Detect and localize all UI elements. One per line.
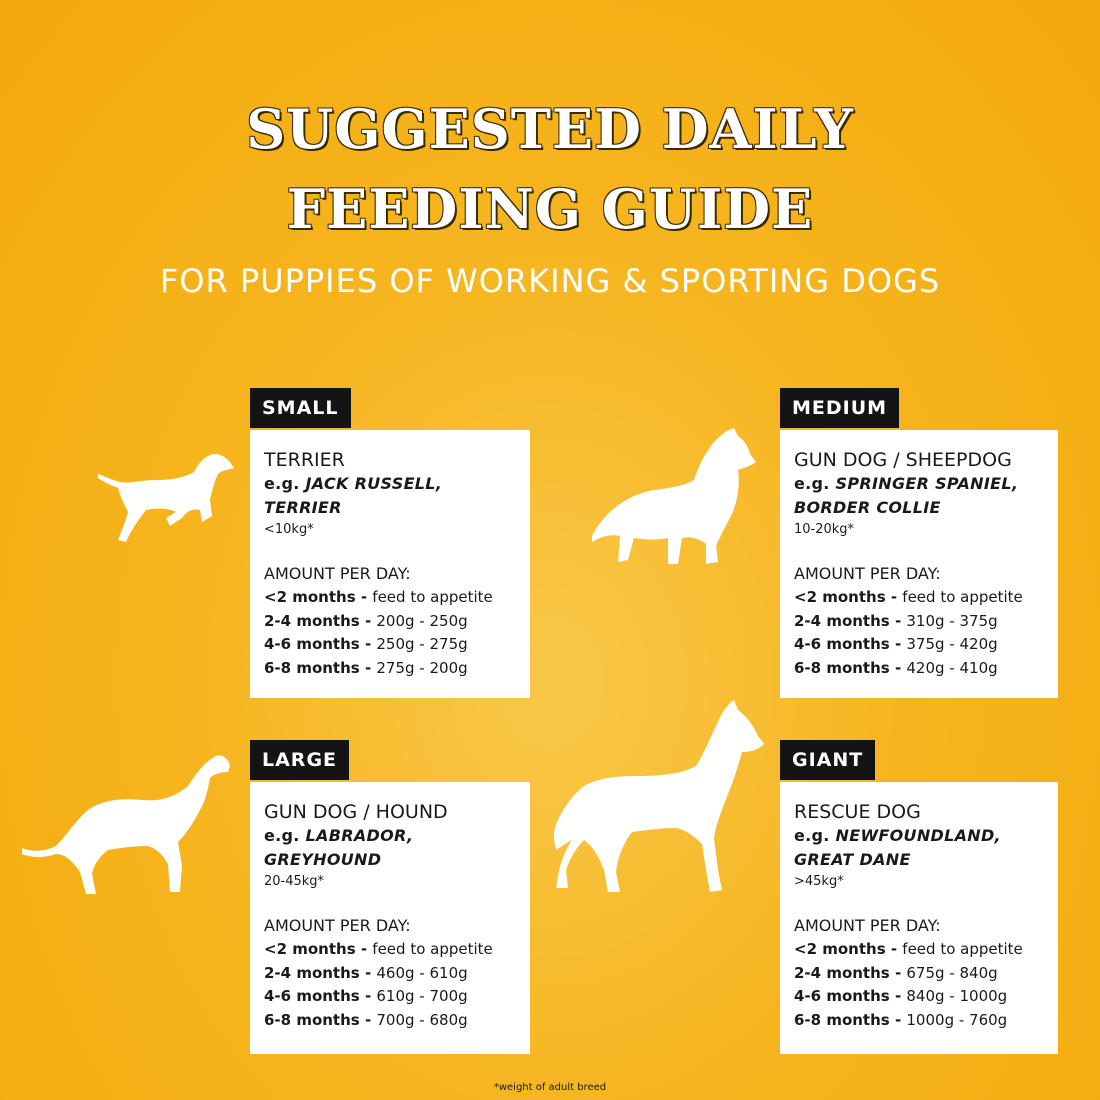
dog-type: RESCUE DOG — [794, 801, 921, 823]
feeding-row: 2-4 months - 675g - 840g — [794, 963, 998, 982]
feeding-row: 4-6 months - 250g - 275g — [264, 635, 468, 653]
example-breeds: e.g. SPRINGER SPANIEL, BORDER COLLIE — [794, 474, 1019, 517]
feeding-row: <2 months - feed to appetite — [264, 940, 493, 958]
adult-weight: 10-20kg* — [794, 522, 855, 537]
feeding-row: <2 months - feed to appetite — [264, 588, 493, 606]
feeding-row: 6-8 months - 1000g - 760g — [794, 1010, 1008, 1029]
amount-label: AMOUNT PER DAY: — [264, 564, 411, 583]
feeding-row: 2-4 months - 310g - 375g — [794, 611, 998, 630]
dog-type: GUN DOG / SHEEPDOG — [794, 449, 1012, 471]
feeding-row: 4-6 months - 840g - 1000g — [794, 987, 1008, 1005]
feeding-row: <2 months - feed to appetite — [794, 940, 1023, 958]
adult-weight: >45kg* — [794, 874, 844, 889]
size-tag-small: SMALL — [250, 388, 351, 428]
size-tag-giant: GIANT — [780, 740, 876, 780]
footnote: *weight of adult breed — [493, 1082, 607, 1093]
title-line-2: FEEDING GUIDE — [286, 177, 814, 241]
feeding-card-large: GUN DOG / HOUND e.g. LABRADOR, GREYHOUND … — [250, 782, 530, 1054]
feeding-row: 6-8 months - 700g - 680g — [264, 1010, 468, 1029]
adult-weight: <10kg* — [264, 522, 314, 537]
title-line-1: SUGGESTED DAILY — [246, 97, 854, 161]
feeding-row: <2 months - feed to appetite — [794, 588, 1023, 606]
size-tag-large: LARGE — [250, 740, 350, 780]
small-dog-silhouette-icon — [96, 446, 236, 546]
amount-label: AMOUNT PER DAY: — [794, 564, 941, 583]
subtitle: FOR PUPPIES OF WORKING & SPORTING DOGS — [159, 262, 941, 300]
feeding-row: 4-6 months - 610g - 700g — [264, 987, 468, 1005]
amount-label: AMOUNT PER DAY: — [794, 916, 941, 935]
feeding-row: 4-6 months - 375g - 420g — [794, 635, 998, 653]
medium-dog-silhouette-icon — [588, 428, 758, 568]
feeding-card-small: TERRIER e.g. JACK RUSSELL, TERRIER <10kg*… — [250, 430, 530, 698]
feeding-card-medium: GUN DOG / SHEEPDOG e.g. SPRINGER SPANIEL… — [780, 430, 1058, 698]
amount-label: AMOUNT PER DAY: — [264, 916, 411, 935]
example-breeds: e.g. NEWFOUNDLAND, GREAT DANE — [794, 826, 1001, 869]
giant-dog-silhouette-icon — [546, 700, 766, 896]
feeding-row: 6-8 months - 420g - 410g — [794, 658, 998, 677]
dog-type: GUN DOG / HOUND — [264, 801, 448, 823]
large-dog-silhouette-icon — [22, 748, 232, 898]
size-tag-medium: MEDIUM — [780, 388, 900, 428]
feeding-row: 2-4 months - 200g - 250g — [264, 611, 468, 630]
dog-type: TERRIER — [264, 449, 345, 471]
feeding-row: 6-8 months - 275g - 200g — [264, 658, 468, 677]
adult-weight: 20-45kg* — [264, 874, 325, 889]
example-breeds: e.g. JACK RUSSELL, TERRIER — [264, 474, 443, 517]
feeding-row: 2-4 months - 460g - 610g — [264, 963, 468, 982]
example-breeds: e.g. LABRADOR, GREYHOUND — [264, 826, 414, 869]
feeding-card-giant: RESCUE DOG e.g. NEWFOUNDLAND, GREAT DANE … — [780, 782, 1058, 1054]
